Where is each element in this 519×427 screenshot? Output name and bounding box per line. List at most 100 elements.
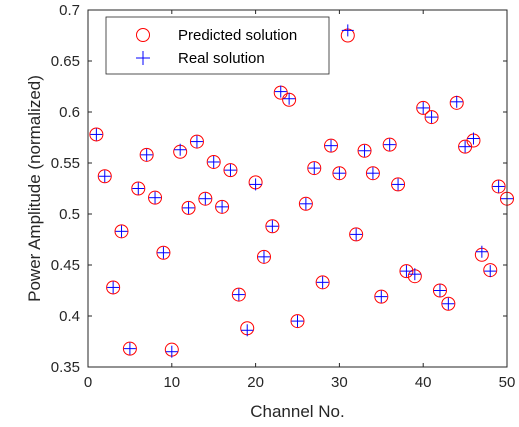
real-point	[442, 297, 455, 310]
predicted-point	[416, 100, 431, 115]
predicted-point	[131, 181, 146, 196]
real-point	[232, 288, 245, 301]
legend: Predicted solution Real solution	[105, 16, 330, 75]
real-point	[132, 182, 145, 195]
y-tick-label: 0.5	[59, 206, 80, 223]
predicted-point	[441, 296, 456, 311]
predicted-point	[223, 163, 238, 178]
real-point	[249, 178, 262, 191]
predicted-point	[307, 161, 322, 176]
real-point	[492, 180, 505, 193]
predicted-point	[122, 341, 137, 356]
axes-box	[87, 9, 508, 368]
legend-predicted-marker	[136, 28, 150, 42]
predicted-point	[198, 191, 213, 206]
y-tick-label: 0.65	[51, 53, 80, 70]
y-tick-label: 0.35	[51, 359, 80, 376]
predicted-point	[181, 200, 196, 215]
predicted-point	[106, 280, 121, 295]
y-tick-label: 0.4	[59, 308, 80, 325]
predicted-point	[424, 110, 439, 125]
real-point	[425, 111, 438, 124]
predicted-point	[139, 147, 154, 162]
x-tick-label: 0	[84, 374, 92, 391]
real-point	[333, 167, 346, 180]
x-tick-label: 20	[247, 374, 264, 391]
predicted-point	[298, 196, 313, 211]
predicted-point	[357, 143, 372, 158]
real-point	[190, 135, 203, 148]
real-point	[408, 268, 421, 281]
predicted-point	[315, 275, 330, 290]
x-tick-label: 30	[331, 374, 348, 391]
predicted-point	[148, 190, 163, 205]
real-point	[174, 143, 187, 156]
real-point	[207, 155, 220, 168]
real-point	[98, 170, 111, 183]
predicted-point	[349, 227, 364, 242]
y-axis-label: Power Amplitude (normalized)	[25, 75, 44, 302]
predicted-point	[265, 219, 280, 234]
real-point	[123, 342, 136, 355]
predicted-point	[332, 166, 347, 181]
real-point	[299, 197, 312, 210]
y-axis-ticks: 0.35 0.4 0.45 0.5 0.55 0.6 0.65 0.7	[51, 2, 507, 376]
predicted-point	[382, 137, 397, 152]
real-point	[433, 284, 446, 297]
real-point	[283, 92, 296, 105]
real-point	[417, 101, 430, 114]
real-point	[140, 148, 153, 161]
predicted-point	[206, 154, 221, 169]
predicted-point	[89, 127, 104, 142]
real-point	[199, 192, 212, 205]
predicted-point	[399, 264, 414, 279]
real-point	[358, 144, 371, 157]
predicted-point	[97, 169, 112, 184]
real-point	[241, 324, 254, 337]
legend-real-label: Real solution	[178, 50, 265, 67]
real-point	[291, 315, 304, 328]
real-point	[459, 140, 472, 153]
x-axis-ticks: 0 10 20 30 40 50	[84, 10, 516, 391]
real-point	[341, 24, 354, 37]
real-point	[257, 250, 270, 263]
predicted-point	[324, 138, 339, 153]
x-axis-label: Channel No.	[250, 402, 345, 421]
legend-real-marker	[136, 51, 150, 65]
real-point	[224, 164, 237, 177]
predicted-point	[231, 287, 246, 302]
y-tick-label: 0.6	[59, 104, 80, 121]
real-point	[325, 139, 338, 152]
real-series	[90, 24, 513, 358]
real-point	[375, 290, 388, 303]
real-point	[149, 191, 162, 204]
predicted-point	[374, 289, 389, 304]
predicted-point	[114, 224, 129, 239]
real-point	[266, 220, 279, 233]
predicted-point	[432, 283, 447, 298]
predicted-point	[189, 134, 204, 149]
x-tick-label: 10	[163, 374, 180, 391]
real-point	[157, 246, 170, 259]
predicted-point	[215, 199, 230, 214]
predicted-point	[391, 177, 406, 192]
predicted-point	[256, 249, 271, 264]
predicted-point	[491, 179, 506, 194]
y-tick-label: 0.7	[59, 2, 80, 19]
real-point	[350, 228, 363, 241]
real-point	[467, 132, 480, 145]
legend-predicted-label: Predicted solution	[178, 27, 297, 44]
x-tick-label: 50	[499, 374, 516, 391]
real-point	[366, 167, 379, 180]
real-point	[308, 162, 321, 175]
real-point	[216, 200, 229, 213]
predicted-point	[365, 166, 380, 181]
y-tick-label: 0.55	[51, 155, 80, 172]
x-tick-label: 40	[415, 374, 432, 391]
real-point	[383, 138, 396, 151]
real-point	[450, 95, 463, 108]
real-point	[475, 245, 488, 258]
y-tick-label: 0.45	[51, 257, 80, 274]
real-point	[165, 345, 178, 358]
